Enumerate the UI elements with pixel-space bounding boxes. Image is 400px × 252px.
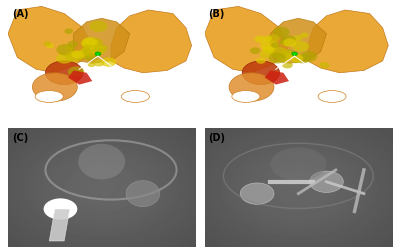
- Ellipse shape: [270, 148, 326, 181]
- Circle shape: [292, 59, 300, 64]
- Circle shape: [79, 48, 97, 59]
- Text: (B): (B): [208, 9, 225, 19]
- Circle shape: [271, 43, 280, 49]
- Ellipse shape: [121, 91, 150, 103]
- Circle shape: [44, 199, 77, 220]
- Circle shape: [89, 21, 108, 33]
- Circle shape: [280, 36, 296, 46]
- Circle shape: [94, 60, 104, 67]
- Circle shape: [83, 38, 98, 48]
- Circle shape: [82, 49, 95, 57]
- Polygon shape: [205, 7, 289, 74]
- Circle shape: [99, 46, 108, 52]
- Circle shape: [71, 51, 84, 59]
- Polygon shape: [68, 71, 92, 85]
- Polygon shape: [74, 19, 130, 64]
- Circle shape: [283, 50, 295, 58]
- Circle shape: [310, 171, 343, 193]
- Circle shape: [82, 49, 95, 57]
- Circle shape: [292, 36, 302, 42]
- Circle shape: [32, 74, 77, 102]
- Circle shape: [86, 40, 97, 47]
- Circle shape: [292, 53, 298, 56]
- Circle shape: [256, 58, 266, 65]
- Circle shape: [85, 54, 97, 62]
- Circle shape: [262, 47, 275, 54]
- Polygon shape: [308, 11, 388, 74]
- Circle shape: [82, 42, 94, 50]
- Circle shape: [81, 38, 99, 50]
- Circle shape: [278, 51, 294, 61]
- Polygon shape: [111, 11, 192, 74]
- Circle shape: [229, 74, 274, 102]
- Circle shape: [88, 39, 103, 49]
- Circle shape: [46, 62, 83, 85]
- Circle shape: [65, 46, 74, 51]
- Circle shape: [90, 46, 104, 55]
- Circle shape: [46, 44, 54, 49]
- Circle shape: [319, 63, 330, 69]
- Circle shape: [283, 39, 296, 48]
- Circle shape: [88, 63, 96, 68]
- Circle shape: [240, 183, 274, 204]
- Circle shape: [64, 29, 73, 35]
- Circle shape: [264, 37, 272, 42]
- Circle shape: [95, 53, 101, 56]
- Circle shape: [101, 58, 116, 68]
- Circle shape: [268, 53, 286, 64]
- Circle shape: [95, 49, 105, 55]
- Circle shape: [270, 48, 288, 59]
- Text: (A): (A): [12, 9, 28, 19]
- Circle shape: [93, 45, 106, 53]
- Circle shape: [250, 48, 260, 55]
- Circle shape: [295, 55, 310, 64]
- Circle shape: [280, 41, 290, 46]
- Polygon shape: [8, 7, 92, 74]
- Circle shape: [280, 57, 289, 63]
- Circle shape: [276, 57, 285, 63]
- Circle shape: [290, 55, 303, 63]
- Circle shape: [280, 40, 288, 45]
- Circle shape: [300, 34, 308, 39]
- Circle shape: [300, 52, 317, 62]
- Circle shape: [56, 54, 73, 64]
- Circle shape: [44, 42, 51, 47]
- Polygon shape: [49, 209, 70, 241]
- Circle shape: [282, 62, 293, 69]
- Circle shape: [285, 54, 293, 59]
- Text: (D): (D): [208, 133, 226, 142]
- Circle shape: [86, 49, 102, 58]
- Circle shape: [292, 42, 309, 52]
- Circle shape: [266, 35, 280, 43]
- Circle shape: [68, 42, 78, 48]
- Ellipse shape: [232, 91, 260, 103]
- Circle shape: [273, 27, 290, 38]
- Circle shape: [260, 51, 273, 59]
- Circle shape: [260, 41, 279, 52]
- Ellipse shape: [126, 181, 160, 207]
- Circle shape: [83, 45, 94, 52]
- Ellipse shape: [318, 91, 346, 103]
- Ellipse shape: [78, 144, 125, 180]
- Circle shape: [254, 37, 266, 44]
- Text: (C): (C): [12, 133, 28, 142]
- Circle shape: [74, 53, 85, 60]
- Ellipse shape: [35, 91, 63, 103]
- Circle shape: [242, 62, 280, 85]
- Polygon shape: [265, 71, 289, 85]
- Circle shape: [56, 45, 74, 56]
- Circle shape: [66, 51, 84, 63]
- Polygon shape: [270, 19, 326, 64]
- Circle shape: [68, 67, 84, 78]
